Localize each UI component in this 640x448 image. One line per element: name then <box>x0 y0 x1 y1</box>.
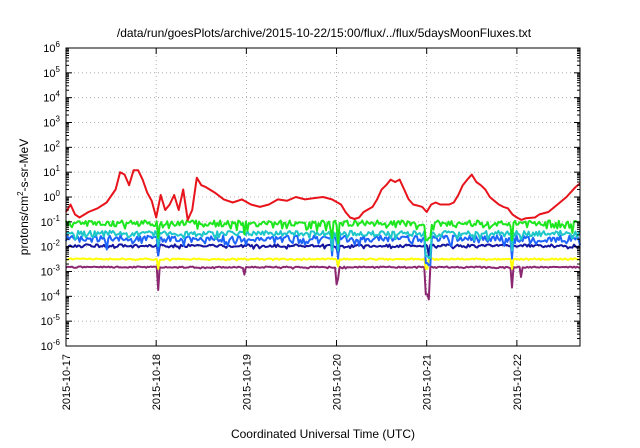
chart-title: /data/run/goesPlots/archive/2015-10-22/1… <box>117 26 532 40</box>
y-tick-label: 104 <box>43 90 60 105</box>
series-line <box>65 265 581 301</box>
y-axis: 106 105 104 103 102 101 100 10-1 10-2 10-3 10-4 10-… <box>41 40 580 353</box>
x-tick-label: 2015-10-17 <box>61 354 73 410</box>
series-line <box>65 234 581 267</box>
x-tick-label: 2015-10-22 <box>512 354 524 410</box>
x-tick-label: 2015-10-18 <box>151 354 163 410</box>
series-line <box>65 169 581 221</box>
x-axis-label: Coordinated Universal Time (UTC) <box>231 427 415 441</box>
y-tick-label: 10-2 <box>41 239 61 254</box>
y-tick-label: 10-4 <box>41 288 61 303</box>
series-line <box>65 257 581 270</box>
y-tick-label: 10-5 <box>41 313 61 328</box>
series-line <box>65 243 581 257</box>
x-axis: 2015-10-17 2015-10-18 2015-10-19 2015-10-20… <box>61 48 524 410</box>
x-tick-label: 2015-10-19 <box>241 354 253 410</box>
y-tick-label: 10-3 <box>41 264 61 279</box>
y-tick-label: 106 <box>43 40 60 55</box>
y-tick-label: 100 <box>43 189 60 204</box>
series-layer <box>65 169 581 301</box>
x-tick-label: 2015-10-20 <box>332 354 344 410</box>
y-tick-label: 102 <box>43 139 60 154</box>
y-tick-label: 10-1 <box>41 214 61 229</box>
x-tick-label: 2015-10-21 <box>422 354 434 410</box>
y-tick-label: 105 <box>43 65 60 80</box>
y-tick-label: 101 <box>43 164 60 179</box>
y-tick-label: 10-6 <box>41 338 61 353</box>
series-line <box>65 229 581 259</box>
y-tick-label: 103 <box>43 115 60 130</box>
series-line <box>65 219 581 245</box>
y-axis-label: protons/cm2-s-sr-MeV <box>16 139 31 255</box>
